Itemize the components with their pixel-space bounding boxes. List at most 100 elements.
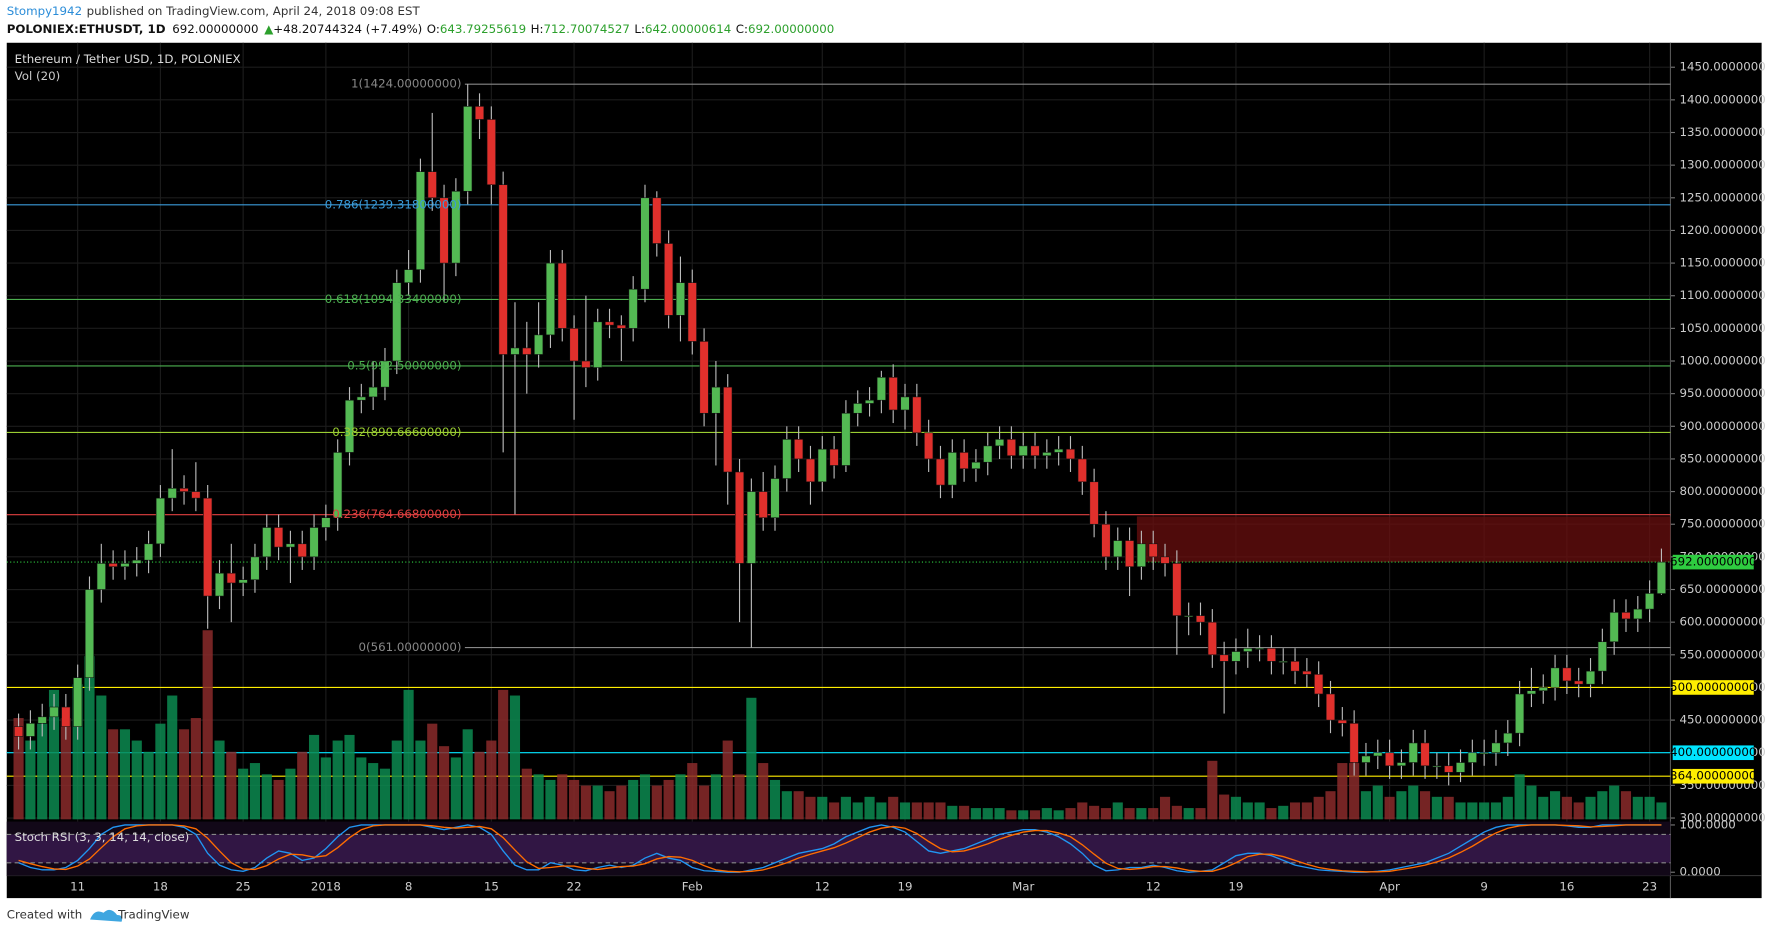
volume-bar bbox=[817, 796, 828, 820]
candle-body bbox=[723, 386, 733, 473]
candle-body bbox=[439, 197, 449, 264]
volume-bar bbox=[332, 740, 343, 820]
candle-body bbox=[675, 282, 686, 316]
candle-body bbox=[1550, 667, 1560, 688]
y-tick-label: 300.00000000 bbox=[1679, 811, 1765, 825]
y-tick-label: 1400.00000000 bbox=[1679, 92, 1765, 106]
volume-bar bbox=[746, 697, 757, 820]
volume-bar bbox=[226, 751, 237, 820]
volume-bar bbox=[391, 740, 402, 820]
volume-bar bbox=[1219, 794, 1230, 820]
candle-body bbox=[853, 403, 863, 414]
candle-body bbox=[1562, 667, 1572, 682]
y-tick-label: 600.00000000 bbox=[1679, 615, 1765, 629]
candle-body bbox=[864, 399, 875, 404]
candle-body bbox=[1373, 752, 1383, 757]
author[interactable]: Stompy1942 bbox=[7, 4, 82, 18]
candle-body bbox=[368, 386, 378, 398]
volume-bar bbox=[498, 689, 509, 820]
candle-body bbox=[1349, 723, 1359, 763]
volume-bar bbox=[450, 757, 461, 820]
y-tick-label: 1000.00000000 bbox=[1679, 354, 1765, 368]
candle-body bbox=[711, 386, 721, 414]
y-tick-label: 650.00000000 bbox=[1679, 582, 1765, 596]
volume-bar bbox=[1041, 808, 1052, 820]
volume-bar bbox=[1490, 802, 1502, 820]
volume-bar bbox=[1585, 796, 1596, 820]
ohlc-value: 692.00000000 bbox=[748, 22, 834, 36]
volume-bar bbox=[758, 763, 769, 820]
change: +48.20744324 (+7.49%) bbox=[273, 22, 422, 36]
volume-bar bbox=[734, 774, 745, 820]
volume-bar bbox=[699, 785, 710, 820]
volume-bar bbox=[1656, 802, 1667, 820]
candle-body bbox=[297, 543, 307, 558]
candle-body bbox=[37, 716, 47, 724]
candle-body bbox=[1361, 755, 1371, 763]
volume-bar bbox=[261, 774, 272, 820]
volume-bar bbox=[285, 768, 296, 820]
arrow: ▲ bbox=[264, 22, 274, 36]
x-tick-label: 12 bbox=[815, 879, 830, 893]
y-tick-label: 900.00000000 bbox=[1679, 419, 1765, 433]
volume-bar bbox=[710, 774, 721, 820]
candle-body bbox=[1396, 762, 1406, 767]
volume-bar bbox=[1171, 805, 1182, 820]
candle-body bbox=[912, 396, 922, 434]
candle-body bbox=[1444, 765, 1454, 773]
volume-bar bbox=[48, 689, 60, 820]
x-tick-label: 19 bbox=[898, 879, 913, 893]
volume-bar bbox=[1053, 810, 1064, 820]
x-tick-label: 22 bbox=[567, 879, 582, 893]
candle-body bbox=[1491, 742, 1501, 754]
ohlc-value: 643.79255619 bbox=[440, 22, 526, 36]
fib-label: 0.382(890.66600000) bbox=[332, 425, 461, 439]
volume-bar bbox=[37, 723, 48, 820]
volume-bar bbox=[155, 723, 166, 820]
candle-body bbox=[1160, 556, 1170, 564]
candle-body bbox=[900, 396, 910, 411]
candle-body bbox=[1479, 752, 1489, 755]
volume-bar bbox=[1006, 810, 1017, 820]
candle-body bbox=[333, 452, 343, 518]
volume-bar bbox=[462, 729, 473, 820]
volume-bar bbox=[143, 751, 154, 820]
plot: 300.00000000350.00000000400.00000000450.… bbox=[6, 42, 1765, 893]
candle-body bbox=[1645, 593, 1655, 610]
volume-bar bbox=[722, 740, 733, 820]
volume-bar bbox=[297, 751, 308, 820]
price-tag-label: 364.00000000 bbox=[1670, 769, 1756, 783]
candle-body bbox=[1184, 615, 1194, 618]
candle-body bbox=[1065, 448, 1076, 460]
brand-logo bbox=[90, 909, 123, 922]
volume-bar bbox=[864, 796, 875, 820]
volume-bar bbox=[1195, 808, 1206, 820]
candle-body bbox=[486, 119, 496, 186]
candle-body bbox=[1538, 687, 1548, 691]
volume-bar bbox=[521, 768, 532, 820]
candle-body bbox=[616, 324, 626, 329]
candle-body bbox=[829, 448, 839, 466]
price-tag-label: 400.00000000 bbox=[1670, 745, 1756, 759]
y-tick-label: 1150.00000000 bbox=[1679, 256, 1765, 270]
candle-body bbox=[1243, 647, 1253, 652]
volume-bar bbox=[1514, 774, 1525, 820]
volume-bar bbox=[1337, 763, 1348, 820]
candle-body bbox=[1054, 448, 1064, 453]
volume-bar bbox=[178, 729, 190, 820]
candle-body bbox=[1006, 439, 1016, 456]
candle-body bbox=[557, 262, 567, 329]
volume-bar bbox=[959, 805, 970, 820]
fib-label: 0.5(992.50000000) bbox=[347, 358, 461, 372]
candle-body bbox=[640, 197, 650, 290]
candle-body bbox=[1337, 719, 1347, 724]
candle-body bbox=[144, 543, 154, 561]
candle-body bbox=[1325, 693, 1336, 721]
volume-bar bbox=[1372, 785, 1383, 820]
candle-body bbox=[1042, 452, 1052, 456]
footer-brand[interactable]: TradingView bbox=[117, 907, 190, 921]
stoch-legend: Stoch RSI (3, 3, 14, 14, close) bbox=[15, 830, 190, 844]
footer-created: Created with bbox=[7, 907, 82, 921]
candle-body bbox=[1467, 752, 1477, 763]
